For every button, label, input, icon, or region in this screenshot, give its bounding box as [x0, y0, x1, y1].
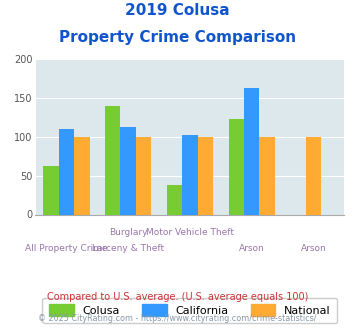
Legend: Colusa, California, National: Colusa, California, National — [43, 298, 337, 323]
Text: Property Crime Comparison: Property Crime Comparison — [59, 30, 296, 45]
Text: © 2025 CityRating.com - https://www.cityrating.com/crime-statistics/: © 2025 CityRating.com - https://www.city… — [38, 314, 317, 323]
Text: All Property Crime: All Property Crime — [25, 244, 108, 253]
Text: Motor Vehicle Theft: Motor Vehicle Theft — [146, 228, 234, 237]
Bar — [306, 137, 321, 214]
Text: Arson: Arson — [301, 244, 326, 253]
Bar — [260, 137, 275, 214]
Text: Arson: Arson — [239, 244, 264, 253]
Bar — [43, 166, 59, 214]
Text: Larceny & Theft: Larceny & Theft — [92, 244, 164, 253]
Bar — [74, 137, 89, 214]
Text: 2019 Colusa: 2019 Colusa — [125, 3, 230, 18]
Bar — [244, 88, 260, 214]
Text: Burglary: Burglary — [109, 228, 147, 237]
Bar — [136, 137, 151, 214]
Bar — [198, 137, 213, 214]
Bar — [59, 129, 74, 214]
Text: Compared to U.S. average. (U.S. average equals 100): Compared to U.S. average. (U.S. average … — [47, 292, 308, 302]
Bar — [182, 135, 198, 214]
Bar — [105, 106, 120, 214]
Bar — [120, 127, 136, 214]
Bar — [229, 119, 244, 214]
Bar — [167, 185, 182, 214]
